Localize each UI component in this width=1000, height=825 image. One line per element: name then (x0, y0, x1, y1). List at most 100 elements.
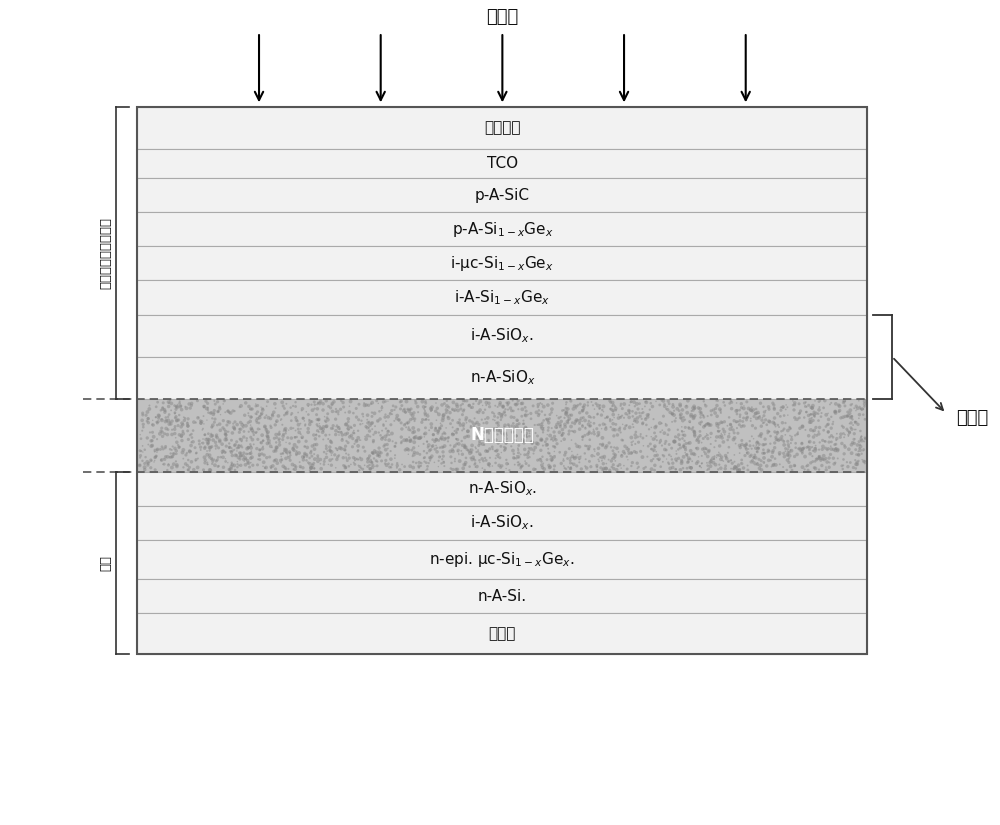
Point (202, 449, 218, 462)
Point (721, 427, 737, 441)
Point (794, 445, 810, 458)
Point (380, 447, 396, 460)
Point (467, 412, 483, 425)
Point (568, 450, 584, 464)
Point (396, 434, 412, 447)
Point (281, 446, 297, 459)
Point (331, 426, 347, 439)
Point (759, 446, 775, 459)
Point (710, 394, 726, 408)
Point (832, 399, 848, 412)
Point (619, 441, 635, 454)
Point (589, 460, 605, 474)
Point (416, 430, 432, 443)
Point (542, 461, 558, 474)
Point (543, 450, 559, 463)
Point (823, 448, 839, 461)
Point (647, 432, 663, 446)
Point (664, 408, 680, 421)
Point (856, 443, 872, 456)
Point (577, 414, 593, 427)
Point (182, 461, 198, 474)
Point (341, 451, 357, 464)
Point (730, 427, 746, 440)
Point (746, 432, 762, 446)
Point (437, 427, 453, 441)
Point (399, 403, 415, 416)
Point (647, 441, 663, 454)
Point (439, 399, 455, 412)
Point (320, 458, 336, 471)
Point (227, 422, 243, 436)
Point (613, 411, 629, 424)
Point (843, 411, 859, 424)
Point (340, 420, 356, 433)
Point (505, 417, 521, 430)
Point (311, 426, 327, 439)
Point (455, 420, 471, 433)
Point (517, 429, 533, 442)
Point (658, 402, 674, 415)
Point (466, 429, 482, 442)
Point (217, 446, 233, 459)
Point (171, 441, 187, 454)
Point (782, 449, 798, 462)
Point (553, 419, 569, 432)
Point (431, 455, 447, 468)
Point (360, 455, 376, 469)
Point (278, 452, 294, 465)
Point (333, 442, 349, 455)
Point (514, 397, 530, 410)
Point (455, 417, 471, 431)
Point (197, 441, 213, 455)
Point (602, 414, 618, 427)
Point (221, 441, 237, 455)
Point (581, 442, 597, 455)
Point (221, 416, 237, 429)
Point (381, 457, 397, 470)
Point (469, 460, 485, 473)
Point (781, 452, 797, 465)
Point (530, 409, 546, 422)
Point (767, 418, 783, 431)
Point (464, 446, 480, 460)
Point (232, 446, 248, 460)
Point (495, 401, 511, 414)
Point (451, 437, 467, 450)
Point (608, 448, 624, 461)
Point (223, 462, 239, 475)
Point (681, 421, 697, 434)
Point (606, 447, 622, 460)
Point (707, 450, 723, 463)
Point (562, 462, 578, 475)
Point (438, 431, 454, 445)
Point (315, 403, 331, 417)
Point (749, 457, 765, 470)
Point (450, 403, 466, 417)
Point (258, 408, 274, 422)
Point (791, 397, 807, 410)
Point (611, 446, 627, 459)
Point (723, 454, 739, 467)
Point (752, 428, 768, 441)
Point (754, 411, 770, 424)
Point (575, 400, 591, 413)
Point (376, 440, 392, 453)
Point (807, 442, 823, 455)
Point (755, 400, 771, 413)
Point (362, 424, 378, 437)
Point (856, 435, 872, 448)
Point (479, 445, 495, 458)
Point (419, 435, 435, 448)
Point (700, 450, 716, 463)
Point (392, 463, 408, 476)
Point (471, 431, 487, 445)
Point (246, 438, 262, 451)
Point (685, 421, 701, 434)
Point (248, 427, 264, 440)
Point (271, 433, 287, 446)
Point (756, 455, 772, 469)
Point (767, 417, 783, 431)
Point (209, 428, 225, 441)
Point (561, 442, 577, 455)
